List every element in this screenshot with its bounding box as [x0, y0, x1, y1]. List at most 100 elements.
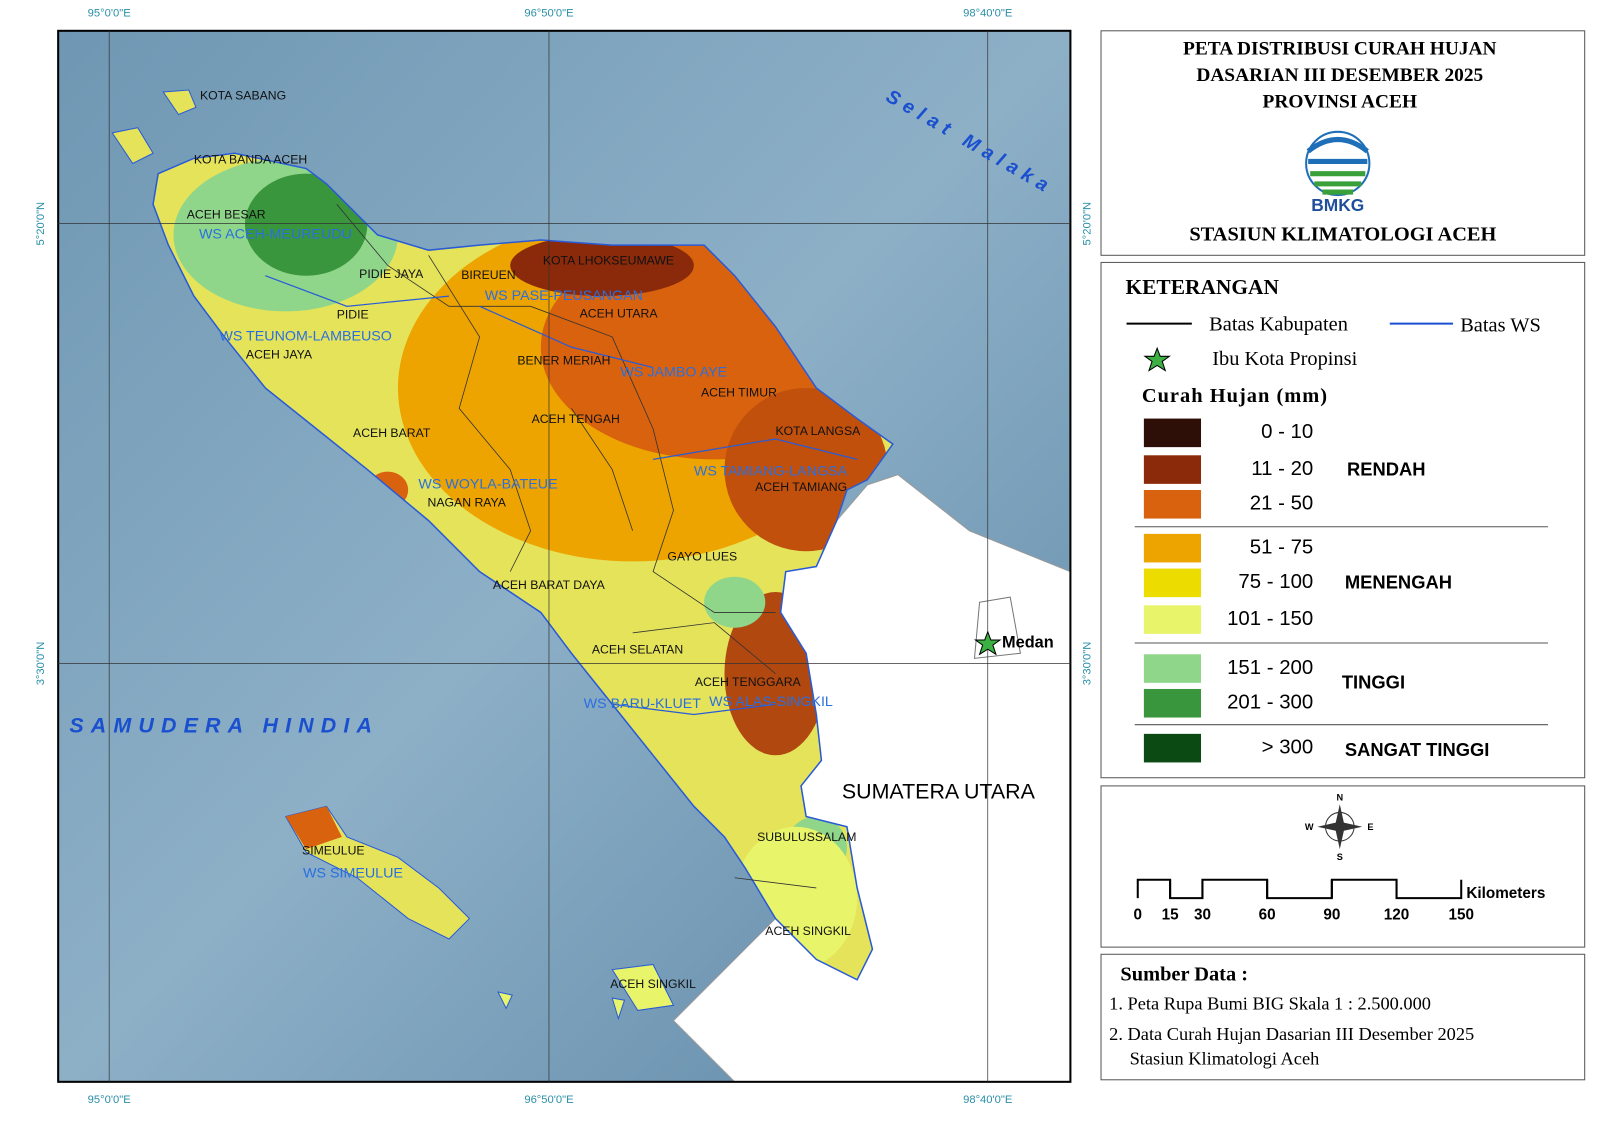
scale-tick-label: 60: [1259, 907, 1276, 924]
ws-label: WS WOYLA-BATEUE: [418, 477, 557, 493]
regency-label: ACEH TAMIANG: [755, 480, 847, 494]
regency-label: ACEH BARAT DAYA: [493, 578, 606, 592]
lon-label: 98°40'0"E: [963, 7, 1012, 19]
class-range: 21 - 50: [1250, 493, 1313, 515]
scale-unit: Kilometers: [1466, 885, 1545, 902]
ws-label: WS TEUNOM-LAMBEUSO: [219, 329, 392, 345]
regency-label: PIDIE: [337, 308, 369, 322]
regency-label: SIMEULUE: [302, 843, 365, 857]
compass-letter: S: [1337, 852, 1343, 862]
map-border: [57, 29, 1072, 1083]
west-tip-islands: [111, 127, 154, 165]
sabang-island: [162, 89, 197, 116]
lat-label: 3°30'0"N: [35, 642, 47, 686]
regency-label: ACEH TENGGARA: [695, 675, 802, 689]
class-range: 51 - 75: [1250, 537, 1313, 559]
class-swatch: [1143, 654, 1202, 683]
ws-label: WS PASE-PEUSANGAN: [485, 288, 643, 304]
lon-label: 95°0'0"E: [88, 7, 131, 19]
ws-label: WS ALAS-SINGKIL: [709, 694, 833, 710]
title-line: DASARIAN III DESEMBER 2025: [1196, 65, 1483, 86]
regency-label: BIREUEN: [461, 268, 515, 282]
compass-letter: W: [1305, 822, 1314, 832]
class-swatch: [1143, 418, 1202, 448]
logo-blue: [1306, 137, 1369, 164]
legend-label: Batas WS: [1460, 314, 1541, 336]
title-line: PETA DISTRIBUSI CURAH HUJAN: [1183, 39, 1496, 60]
banyak-islands: [497, 963, 675, 1021]
scale-tick-label: 120: [1384, 907, 1410, 924]
ws-borders: [265, 275, 858, 716]
bmkg-logo: [1305, 130, 1371, 197]
class-swatch: [1143, 733, 1202, 763]
rain-zone: [285, 806, 342, 850]
class-range: 75 - 100: [1238, 571, 1313, 593]
regency-label: ACEH UTARA: [580, 307, 659, 321]
regency-label: ACEH TENGAH: [532, 412, 620, 426]
scale-tick-label: 30: [1194, 907, 1211, 924]
logo-green: [1310, 171, 1366, 195]
capital-symbol: [1143, 346, 1171, 372]
regency-label: ACEH BARAT: [353, 426, 431, 440]
regency-label: KOTA SABANG: [200, 88, 286, 102]
source-line: 1. Peta Rupa Bumi BIG Skala 1 : 2.500.00…: [1109, 994, 1431, 1014]
rain-zone: [244, 173, 368, 276]
scale-tick-label: 150: [1448, 907, 1474, 924]
lon-label: 96°50'0"E: [524, 1094, 573, 1106]
rain-zone: [510, 234, 694, 297]
group-label: RENDAH: [1347, 458, 1426, 479]
source-title: Sumber Data :: [1120, 963, 1248, 985]
class-range: > 300: [1262, 737, 1314, 759]
legend-label: Ibu Kota Propinsi: [1212, 348, 1357, 370]
class-swatch: [1143, 455, 1202, 484]
ws-label: WS JAMBO AYE: [620, 364, 727, 380]
regency-label: NAGAN RAYA: [428, 495, 507, 509]
compass-letter: E: [1367, 822, 1373, 832]
map-frame-content: [58, 30, 1071, 1082]
capital-label: Medan: [1002, 633, 1054, 651]
class-swatch: [1143, 568, 1202, 598]
regency-label: ACEH BESAR: [187, 208, 266, 222]
lat-label: 5°20'0"N: [1082, 202, 1094, 246]
regency-label: KOTA LANGSA: [776, 424, 862, 438]
scale-segment: [1395, 879, 1463, 900]
class-swatch: [1143, 489, 1202, 519]
class-range: 151 - 200: [1227, 657, 1313, 679]
regency-label: BENER MERIAH: [517, 354, 610, 368]
province-label: SUMATERA UTARA: [842, 780, 1036, 804]
title-line: PROVINSI ACEH: [1263, 92, 1418, 113]
regency-label: ACEH JAYA: [246, 348, 313, 362]
regency-label: KOTA LHOKSEUMAWE: [543, 254, 674, 268]
regency-label: ACEH SINGKIL: [765, 924, 851, 938]
logo-text: BMKG: [1311, 195, 1364, 215]
compass-star: [1317, 804, 1363, 850]
group-label: TINGGI: [1342, 672, 1405, 693]
scale-tick-label: 15: [1162, 907, 1180, 924]
scale-tick-label: 0: [1133, 907, 1142, 924]
class-range: 11 - 20: [1251, 458, 1313, 480]
legend-label: Batas Kabupaten: [1209, 313, 1348, 335]
rain-zone: [704, 576, 766, 628]
lat-label: 3°30'0"N: [1082, 642, 1094, 686]
regency-borders: [336, 204, 817, 889]
source-line: 2. Data Curah Hujan Dasarian III Desembe…: [1109, 1024, 1474, 1044]
ws-label: WS BARU-KLUET: [584, 696, 702, 712]
lon-label: 96°50'0"E: [524, 7, 573, 19]
ws-label: WS TAMIANG-LANGSA: [694, 463, 848, 479]
ws-label: WS ACEH-MEUREUDU: [199, 227, 352, 243]
lat-label: 5°20'0"N: [35, 202, 47, 246]
group-label: SANGAT TINGGI: [1345, 739, 1490, 760]
source-box: [1100, 953, 1586, 1081]
regency-label: ACEH TIMUR: [701, 385, 777, 399]
group-label: MENENGAH: [1345, 572, 1452, 593]
capital-star: [973, 630, 1002, 656]
station-name: STASIUN KLIMATOLOGI ACEH: [1189, 224, 1496, 246]
regency-label: GAYO LUES: [667, 550, 737, 564]
source-line: Stasiun Klimatologi Aceh: [1130, 1049, 1320, 1069]
sea-label: SAMUDERA HINDIA: [69, 713, 379, 737]
regency-label: KOTA BANDA ACEH: [194, 153, 307, 167]
class-range: 201 - 300: [1227, 692, 1313, 714]
compass-letter: N: [1336, 793, 1343, 803]
regency-label: ACEH SELATAN: [592, 642, 683, 656]
